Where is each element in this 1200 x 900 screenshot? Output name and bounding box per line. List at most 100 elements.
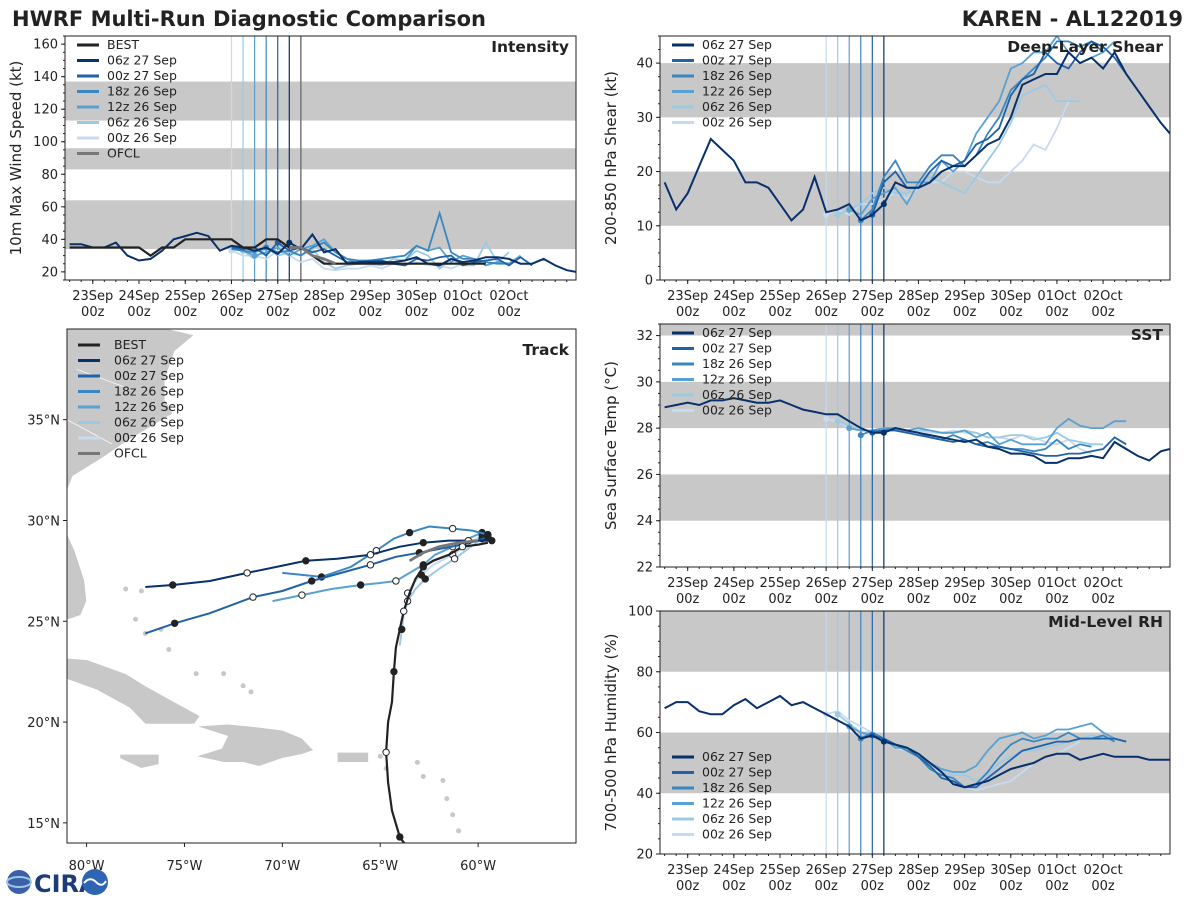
legend-label: 06z 27 Sep: [114, 353, 184, 368]
x-tick-day-label: 23Sep: [667, 863, 708, 878]
x-tick-day-label: 02Oct: [1084, 289, 1123, 304]
legend-label: BEST: [107, 37, 139, 52]
x-tick-hour-label: 00z: [676, 592, 700, 607]
x-tick-day-label: 28Sep: [898, 863, 939, 878]
lat-tick-label: 25°N: [27, 615, 60, 630]
track-point-marker: [302, 557, 310, 565]
small-island: [456, 828, 462, 834]
x-tick-hour-label: 00z: [1045, 592, 1069, 607]
track-panel: 80°W 75°W 70°W 65°W 60°W15°N20°N25°N30°N35°N…: [27, 328, 577, 874]
legend-label: 00z 26 Sep: [114, 430, 184, 445]
run-init-marker: [846, 425, 853, 432]
x-tick-day-label: 26Sep: [806, 289, 847, 304]
legend-label: 18z 26 Sep: [114, 384, 184, 399]
x-tick-hour-label: 00z: [999, 305, 1023, 320]
legend-label: 00z 27 Sep: [107, 68, 177, 83]
x-tick-day-label: 26Sep: [211, 289, 252, 304]
x-tick-hour-label: 00z: [1045, 879, 1069, 894]
x-tick-hour-label: 00z: [81, 305, 105, 320]
series-line: [872, 429, 1127, 457]
y-tick-label: 30: [636, 111, 653, 126]
y-tick-label: 120: [33, 103, 58, 118]
y-tick-label: 22: [636, 561, 653, 576]
track-point-marker: [298, 591, 306, 599]
y-tick-label: 26: [636, 468, 653, 483]
panel-title: Mid-Level RH: [1048, 613, 1163, 631]
lat-tick-label: 20°N: [27, 716, 60, 731]
x-tick-day-label: 02Oct: [489, 289, 528, 304]
x-tick-day-label: 30Sep: [990, 576, 1031, 591]
y-tick-label: 140: [33, 70, 58, 85]
plot-frame: [659, 323, 1171, 568]
x-tick-hour-label: 00z: [768, 592, 792, 607]
y-tick-label: 80: [636, 665, 653, 680]
x-tick-hour-label: 00z: [814, 305, 838, 320]
legend-label: 18z 26 Sep: [702, 356, 772, 371]
x-tick-hour-label: 00z: [1091, 592, 1115, 607]
y-tick-label: 30: [636, 375, 653, 390]
x-tick-day-label: 30Sep: [990, 863, 1031, 878]
x-tick-day-label: 02Oct: [1084, 576, 1123, 591]
best-track: [384, 541, 489, 843]
track-point-marker: [405, 528, 414, 537]
shear-panel: 01020304023Sep00z24Sep00z25Sep00z26Sep00…: [602, 35, 1171, 320]
x-tick-hour-label: 00z: [312, 305, 336, 320]
run-init-marker: [846, 206, 853, 213]
x-tick-hour-label: 00z: [768, 305, 792, 320]
x-tick-day-label: 24Sep: [713, 576, 754, 591]
jamaica-island: [119, 753, 160, 769]
ofcl-track: [408, 539, 479, 563]
lat-tick-label: 30°N: [27, 514, 60, 529]
x-tick-day-label: 26Sep: [806, 576, 847, 591]
y-tick-label: 100: [628, 605, 653, 620]
x-tick-day-label: 27Sep: [852, 289, 893, 304]
x-tick-hour-label: 00z: [359, 305, 383, 320]
y-tick-label: 0: [645, 274, 653, 289]
x-tick-day-label: 24Sep: [713, 289, 754, 304]
x-tick-day-label: 25Sep: [759, 576, 800, 591]
track-point-marker: [356, 581, 365, 589]
legend-label: 00z 27 Sep: [702, 53, 772, 68]
x-tick-day-label: 01Oct: [1037, 863, 1076, 878]
series-line: [664, 397, 1170, 464]
track-point-marker: [450, 555, 459, 563]
x-tick-day-label: 30Sep: [396, 289, 437, 304]
track-point-marker: [366, 561, 375, 569]
shaded-band: [65, 148, 576, 170]
y-axis-label: 10m Max Wind Speed (kt): [7, 61, 25, 256]
track-point-marker: [308, 577, 316, 585]
legend-label: 12z 26 Sep: [107, 99, 177, 114]
run-init-marker: [251, 252, 258, 259]
series-line: [860, 40, 1104, 222]
lon-tick-label: 70°W: [264, 859, 300, 874]
y-tick-label: 32: [636, 329, 653, 344]
run-init-marker: [857, 432, 864, 439]
hispaniola-island: [194, 723, 315, 767]
run-init-marker: [880, 738, 887, 745]
lat-tick-label: 35°N: [27, 414, 60, 429]
plot-area: [65, 36, 576, 280]
x-tick-day-label: 27Sep: [852, 863, 893, 878]
y-tick-label: 28: [636, 422, 653, 437]
x-tick-hour-label: 00z: [676, 879, 700, 894]
track-point-marker: [421, 575, 429, 583]
series-line: [837, 83, 1080, 216]
series-line: [231, 241, 533, 267]
legend-label: 06z 26 Sep: [114, 415, 184, 430]
legend-label: 00z 27 Sep: [114, 368, 184, 383]
small-island: [221, 671, 227, 677]
best-track-line: [69, 238, 486, 265]
x-tick-hour-label: 00z: [953, 592, 977, 607]
series-line: [69, 231, 576, 273]
plot-area: [660, 324, 1170, 567]
x-tick-hour-label: 00z: [266, 305, 290, 320]
run-init-marker: [880, 201, 887, 208]
x-tick-hour-label: 00z: [497, 305, 521, 320]
plot-area: [660, 36, 1170, 280]
x-tick-day-label: 28Sep: [303, 289, 344, 304]
panel-title: Deep-Layer Shear: [1007, 38, 1163, 56]
shaded-band: [660, 381, 1170, 429]
panel-title: Track: [523, 341, 570, 359]
legend-label: 00z 26 Sep: [702, 115, 772, 130]
legend-label: 18z 26 Sep: [107, 84, 177, 99]
